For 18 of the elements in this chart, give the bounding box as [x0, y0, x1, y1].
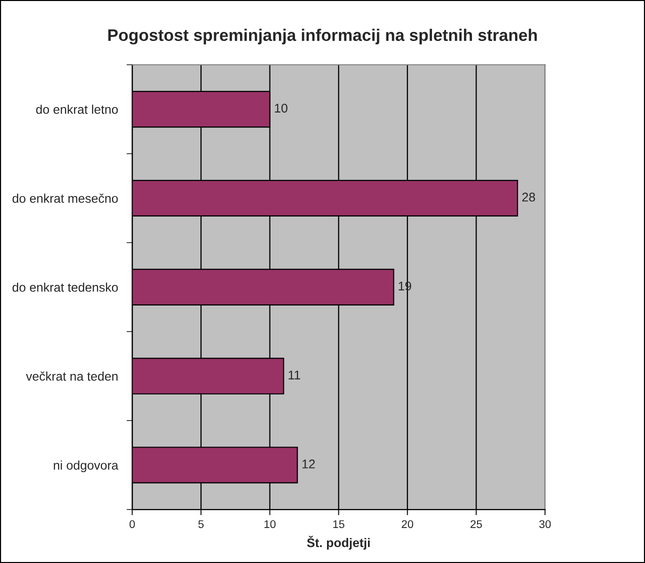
- data-label: 11: [288, 370, 300, 380]
- x-tick-label: 15: [333, 520, 344, 528]
- y-tick-label: do enkrat tedensko: [12, 282, 118, 292]
- data-label: 10: [274, 104, 288, 113]
- x-tick-label: 30: [539, 520, 551, 528]
- x-tick-label: 25: [470, 520, 482, 528]
- y-tick-label: ni odgovora: [54, 460, 118, 472]
- chart-title: Pogostost spreminjanja informacij na spletnih straneh: [108, 28, 537, 44]
- y-tick-label: do enkrat letno: [36, 104, 118, 114]
- x-axis-title: Št. podjetji: [307, 536, 370, 550]
- data-label: 12: [302, 460, 315, 468]
- x-tick-label: 0: [130, 520, 135, 528]
- x-tick-label: 5: [198, 520, 204, 528]
- y-tick-label: do enkrat mesečno: [12, 194, 118, 203]
- x-tick-label: 20: [402, 520, 414, 528]
- y-tick-label: večkrat na teden: [26, 372, 118, 381]
- data-label: 28: [522, 192, 536, 202]
- x-tick-label: 10: [264, 520, 276, 528]
